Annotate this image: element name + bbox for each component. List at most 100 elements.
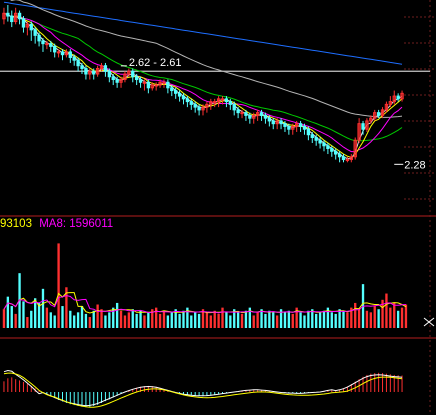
candle-body <box>174 90 178 94</box>
candle-body <box>310 134 314 138</box>
candle-body <box>142 81 147 84</box>
volume-bar <box>201 309 205 328</box>
volume-bar <box>76 312 80 328</box>
candle-body <box>60 51 65 56</box>
volume-bar <box>197 313 201 328</box>
volume-bar <box>369 312 372 328</box>
ma-white-line <box>3 12 403 160</box>
volume-bar <box>318 312 322 328</box>
volume-bar <box>389 307 392 328</box>
volume-bar <box>162 310 166 328</box>
candle-body <box>263 114 268 119</box>
volume-bar <box>10 306 13 328</box>
volume-bar <box>57 243 60 328</box>
volume-bar <box>248 307 252 328</box>
volume-bar <box>346 312 349 328</box>
candle-body <box>279 120 283 125</box>
volume-bar <box>256 312 259 328</box>
volume-bar <box>135 313 138 328</box>
candle-body <box>294 123 299 127</box>
volume-bar <box>143 315 146 328</box>
candle-body <box>131 70 135 78</box>
volume-bar <box>73 315 76 328</box>
volume-bar <box>233 309 236 328</box>
volume-ma-magenta <box>3 294 407 314</box>
candle-body <box>68 51 72 58</box>
candle-body <box>115 79 119 83</box>
candle-body <box>337 153 342 158</box>
candle-body <box>302 125 307 130</box>
volume-bar <box>396 310 400 328</box>
candle-body <box>111 76 115 81</box>
candle-body <box>127 70 131 75</box>
candle-body <box>318 139 322 144</box>
volume-bar <box>326 307 330 328</box>
volume-bar <box>190 315 193 328</box>
candle-body <box>138 79 143 83</box>
candle-body <box>92 70 96 75</box>
candle-body <box>400 92 404 100</box>
volume-bar <box>6 296 10 328</box>
candle-body <box>240 112 244 115</box>
volume-bar <box>393 302 396 328</box>
volume-bar <box>322 310 326 328</box>
volume-bar <box>213 310 216 328</box>
candle-body <box>201 106 205 111</box>
volume-bar <box>166 315 170 328</box>
candle-body <box>330 148 334 152</box>
ma-green-line <box>3 12 403 142</box>
candle-body <box>283 123 287 127</box>
candle-body <box>287 125 291 130</box>
candle-body <box>216 98 221 103</box>
volume-bar <box>96 304 99 328</box>
volume-bar <box>53 315 56 328</box>
axis-mark <box>423 317 435 327</box>
candle-body <box>6 12 10 17</box>
candle-body <box>193 103 197 108</box>
volume-bar <box>147 312 150 328</box>
volume-bar <box>88 317 91 328</box>
volume-bar <box>151 309 154 328</box>
candle-body <box>275 120 279 125</box>
candle-body <box>220 98 225 101</box>
macd-dea-line <box>3 372 403 408</box>
volume-bar <box>373 306 376 328</box>
candle-body <box>267 117 272 122</box>
volume-bar <box>334 313 337 328</box>
volume-bar <box>217 313 220 328</box>
volume-bar <box>236 312 240 328</box>
volume-bar <box>14 313 17 328</box>
candle-body <box>384 103 389 111</box>
volume-bar <box>225 312 228 328</box>
annotation-label: 2.28 <box>404 159 425 171</box>
volume-bar <box>287 310 291 328</box>
volume-bar <box>174 309 177 328</box>
volume-bar <box>100 309 103 328</box>
volume-bar <box>80 306 84 328</box>
volume-bar <box>139 310 142 328</box>
volume-bar <box>299 312 302 328</box>
volume-bar <box>178 313 181 328</box>
candle-body <box>392 95 396 103</box>
volume-bar <box>260 309 263 328</box>
candle-body <box>146 81 151 89</box>
volume-bar <box>112 307 115 328</box>
candle-body <box>150 84 154 89</box>
candle-body <box>103 65 108 72</box>
volume-bar <box>209 315 212 328</box>
volume-bar <box>252 315 255 328</box>
candle-body <box>134 76 139 81</box>
candle-body <box>365 120 369 130</box>
candle-body <box>13 12 18 23</box>
candle-body <box>45 43 49 46</box>
volume-bar <box>49 312 52 328</box>
candle-body <box>205 103 209 108</box>
volume-bar <box>65 287 68 328</box>
volume-bar <box>22 301 25 328</box>
candle-body <box>29 23 33 31</box>
candle-body <box>376 112 381 116</box>
volume-legend-ma8: MA8: 1596011 <box>39 218 114 230</box>
ma-magenta-line <box>3 12 403 153</box>
candle-body <box>209 101 213 105</box>
